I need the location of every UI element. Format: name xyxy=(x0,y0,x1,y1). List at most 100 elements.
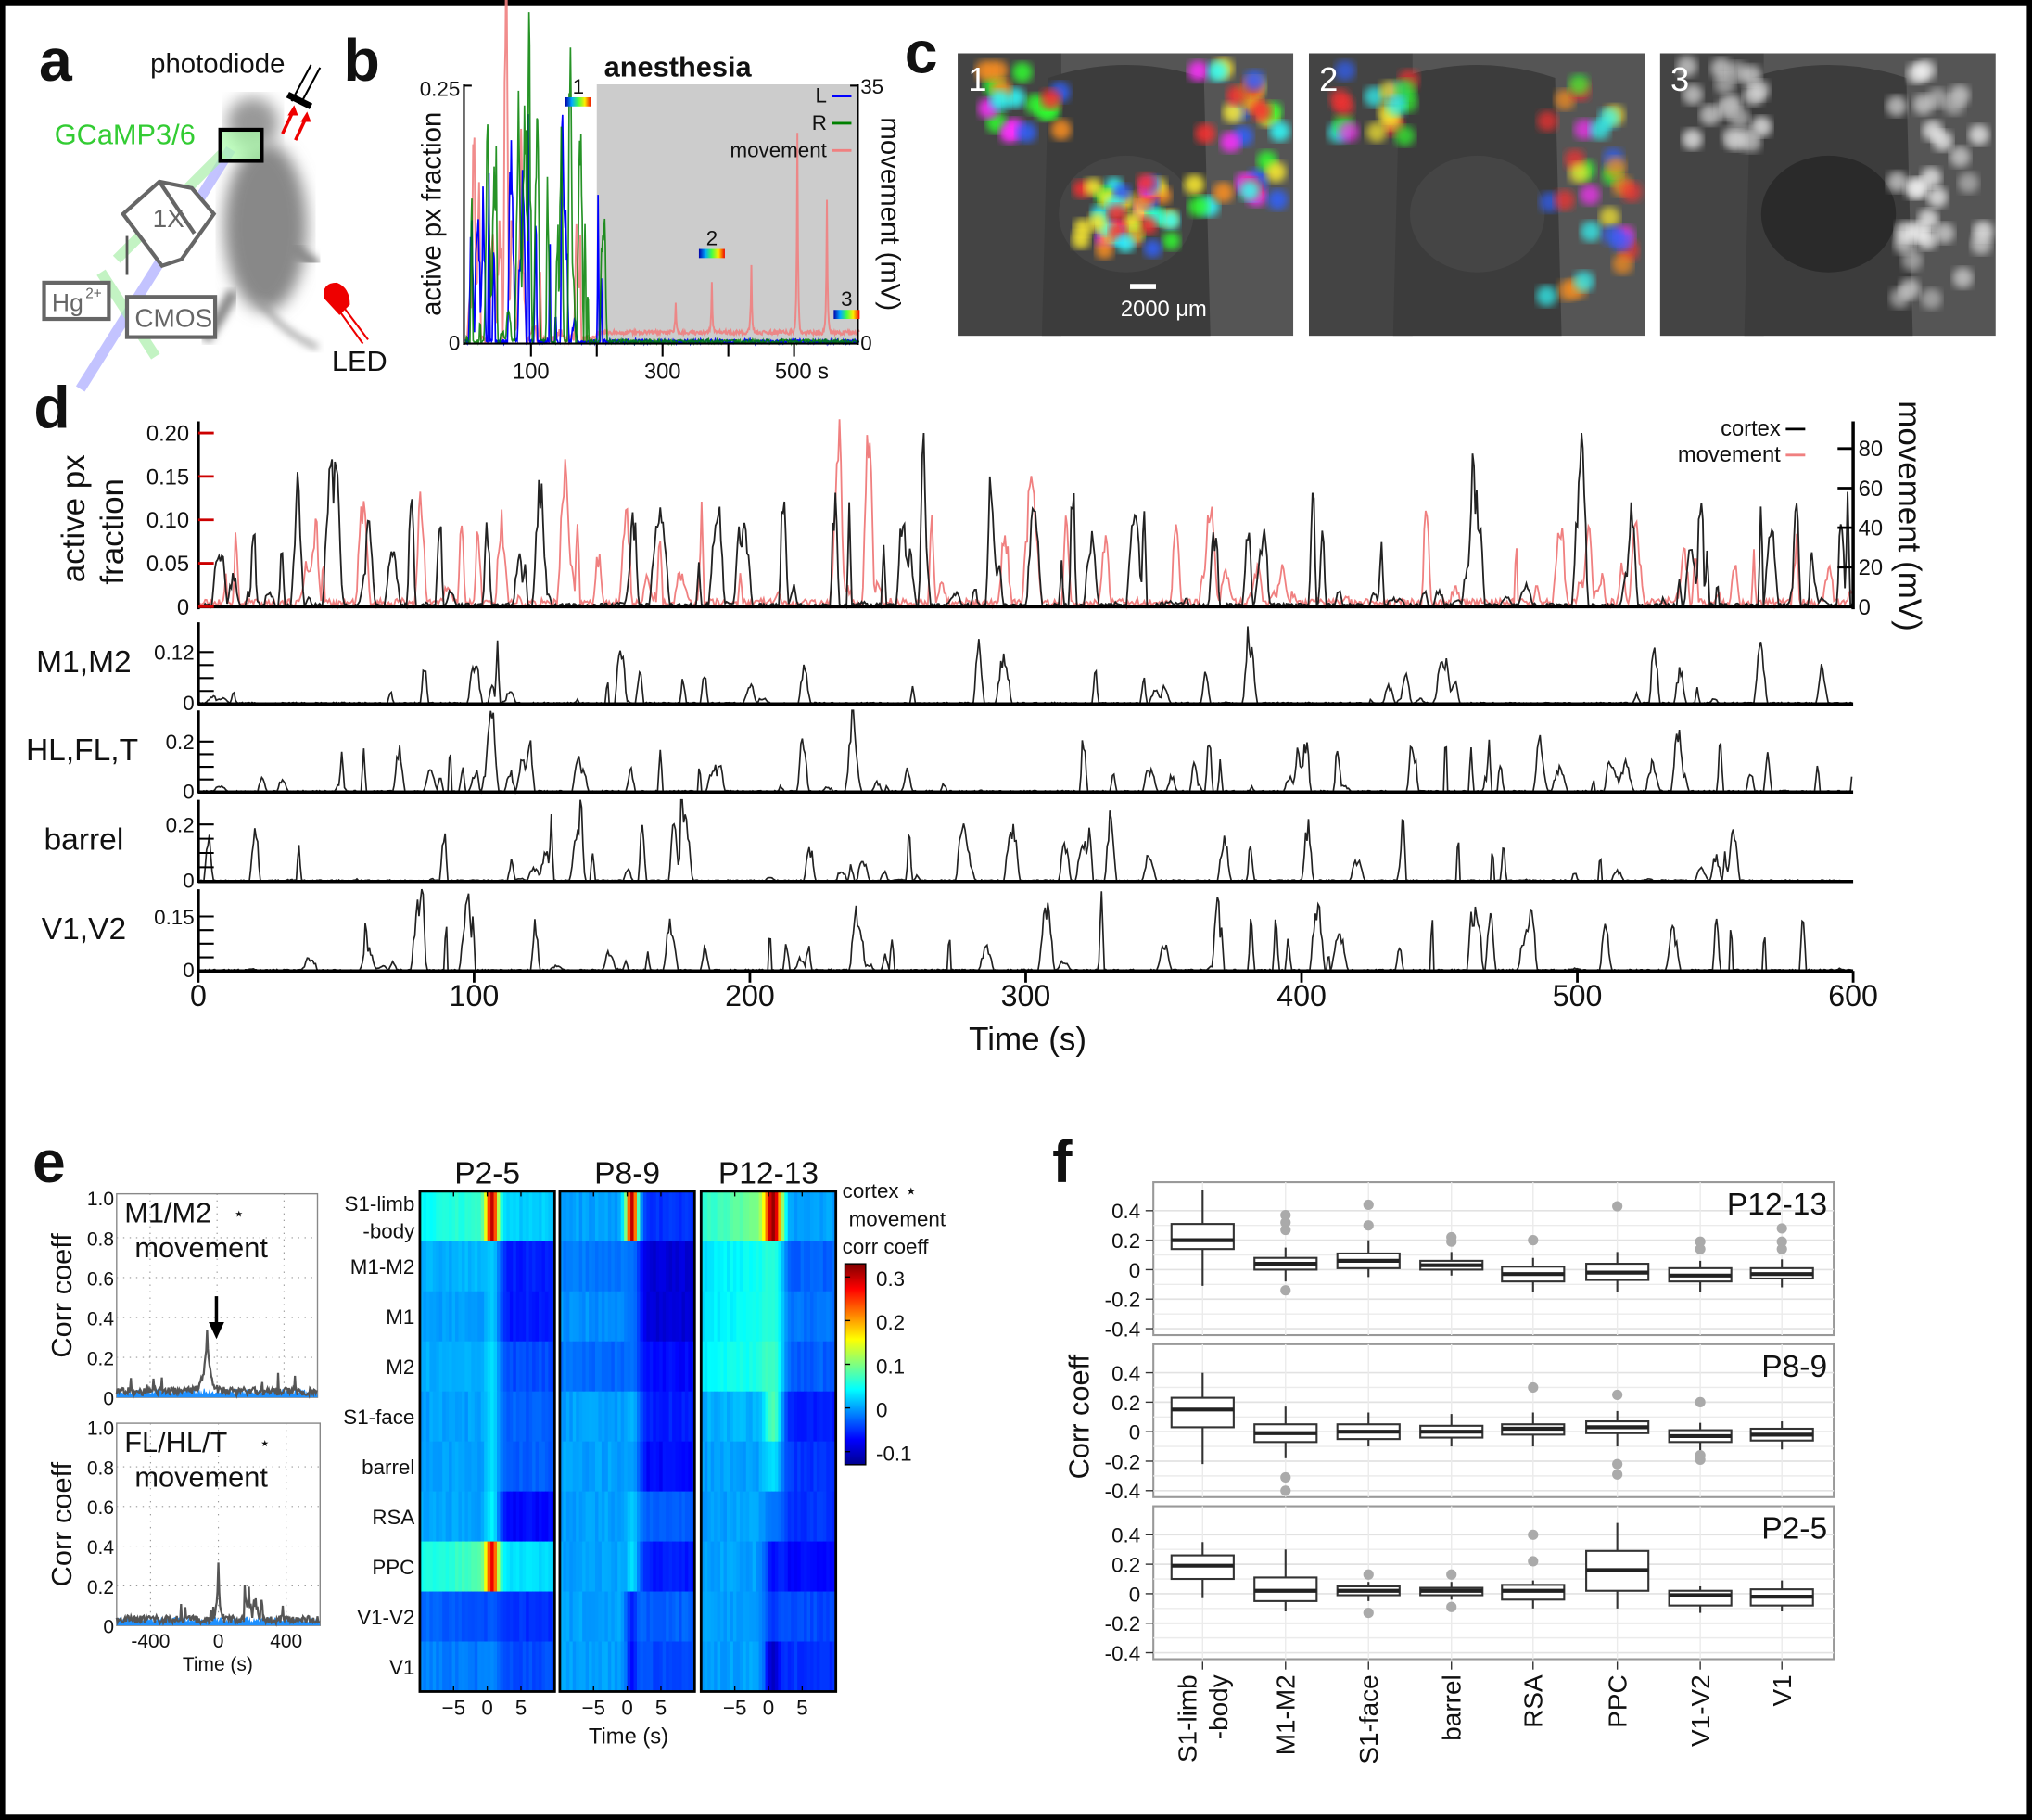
heatmap-cell xyxy=(659,1392,663,1443)
heatmap-cell xyxy=(569,1642,573,1693)
heatmap-cell xyxy=(545,1542,549,1593)
heatmap-cell xyxy=(740,1492,743,1543)
y-tick-label: 0.15 xyxy=(146,465,189,490)
activity-spot xyxy=(1269,121,1289,141)
heatmap-cell xyxy=(759,1492,763,1543)
heatmap-cell xyxy=(643,1191,647,1242)
heatmap-cell xyxy=(730,1492,733,1543)
heatmap-cell xyxy=(595,1492,599,1543)
star-symbol: ⋆ xyxy=(234,1204,245,1225)
activity-spot xyxy=(1682,129,1702,149)
activity-spot xyxy=(1187,60,1208,81)
heatmap-cell xyxy=(768,1191,772,1242)
activity-spot xyxy=(1606,157,1626,177)
heatmap-cell xyxy=(598,1542,602,1593)
heatmap-cell xyxy=(705,1292,708,1343)
heatmap-cell xyxy=(778,1492,781,1543)
heatmap-cell xyxy=(823,1292,827,1343)
heatmap-cell xyxy=(801,1292,805,1343)
y-tick-label: 0 xyxy=(449,332,460,355)
heatmap-cell xyxy=(455,1292,459,1343)
heatmap-cell xyxy=(640,1542,643,1593)
heatmap-cell xyxy=(714,1292,718,1343)
heatmap-cell xyxy=(746,1492,750,1543)
y-tick-label: 0.2 xyxy=(1111,1229,1140,1253)
heatmap-cell xyxy=(771,1342,775,1393)
y-tick-label: 0 xyxy=(183,780,194,803)
heatmap-cell xyxy=(663,1592,667,1643)
heatmap-cell xyxy=(506,1492,510,1543)
heatmap-cell xyxy=(608,1191,612,1242)
heatmap-cell xyxy=(490,1241,494,1292)
heatmap-cell xyxy=(582,1492,586,1543)
heatmap-cell xyxy=(429,1642,433,1693)
heatmap-cell xyxy=(781,1542,785,1593)
heatmap-cell xyxy=(563,1642,566,1693)
heatmap-cell xyxy=(497,1492,501,1543)
heatmap-cell xyxy=(604,1492,608,1543)
heatmap-cell xyxy=(494,1442,498,1493)
outlier-point xyxy=(1695,1455,1706,1465)
heatmap-cell xyxy=(813,1191,817,1242)
activity-spot xyxy=(1251,101,1272,121)
activity-spot xyxy=(1580,185,1600,205)
heatmap-cell xyxy=(628,1392,631,1443)
x-tick-label: 5 xyxy=(796,1697,807,1720)
heatmap-cell xyxy=(611,1642,615,1693)
heatmap-cell xyxy=(681,1342,685,1393)
heatmap-cell xyxy=(523,1241,527,1292)
heatmap-cell xyxy=(771,1642,775,1693)
heatmap-cell xyxy=(481,1492,485,1543)
heatmap-cell xyxy=(630,1191,634,1242)
heatmap-cell xyxy=(452,1392,456,1443)
panel-frame xyxy=(1153,1344,1834,1497)
heatmap-cell xyxy=(656,1642,660,1693)
heatmap-cell xyxy=(807,1492,811,1543)
heatmap-cell xyxy=(634,1191,638,1242)
activity-spot xyxy=(1918,209,1938,229)
heatmap-cell xyxy=(676,1191,679,1242)
y-tick-label: 0 xyxy=(103,1617,114,1638)
heatmap-cell xyxy=(733,1442,737,1493)
heatmap-cell xyxy=(532,1392,536,1443)
heatmap-cell xyxy=(541,1392,545,1443)
heatmap-cell xyxy=(714,1542,718,1593)
heatmap-cell xyxy=(608,1342,612,1393)
heatmap-cell xyxy=(566,1642,570,1693)
heatmap-cell xyxy=(775,1592,779,1643)
heatmap-cell xyxy=(532,1342,536,1393)
x-tick-label: −5 xyxy=(723,1697,747,1720)
x-tick-label: −5 xyxy=(442,1697,466,1720)
heatmap-cell xyxy=(637,1442,641,1493)
heatmap-cell xyxy=(519,1191,523,1242)
heatmap-cell xyxy=(771,1542,775,1593)
heatmap-cell xyxy=(666,1492,669,1543)
heatmap-cell xyxy=(455,1191,459,1242)
heatmap-cell xyxy=(494,1542,498,1593)
heatmap-cell xyxy=(532,1592,536,1643)
heatmap-cell xyxy=(759,1392,763,1443)
heatmap-cell xyxy=(589,1292,592,1343)
heatmap-cell xyxy=(484,1642,488,1693)
heatmap-cell xyxy=(500,1191,503,1242)
heatmap-cell xyxy=(586,1542,590,1593)
heatmap-cell xyxy=(753,1542,756,1593)
heatmap-cell xyxy=(736,1642,740,1693)
heatmap-cell xyxy=(730,1191,733,1242)
heatmap-cell xyxy=(500,1241,503,1292)
activity-spot xyxy=(1726,130,1746,150)
heatmap-cell xyxy=(646,1642,650,1693)
heatmap-cell xyxy=(736,1542,740,1593)
heatmap-cell xyxy=(711,1592,715,1643)
heatmap-cell xyxy=(595,1292,599,1343)
heatmap-cell xyxy=(566,1342,570,1393)
heatmap-cell xyxy=(468,1492,472,1543)
heatmap-cell xyxy=(736,1342,740,1393)
heatmap-cell xyxy=(452,1642,456,1693)
heatmap-cell xyxy=(813,1241,817,1292)
heatmap-cell xyxy=(784,1191,788,1242)
heatmap-cell xyxy=(468,1592,472,1643)
heatmap-cell xyxy=(733,1642,737,1693)
heatmap-cell xyxy=(541,1241,545,1292)
image-content xyxy=(958,53,1293,336)
